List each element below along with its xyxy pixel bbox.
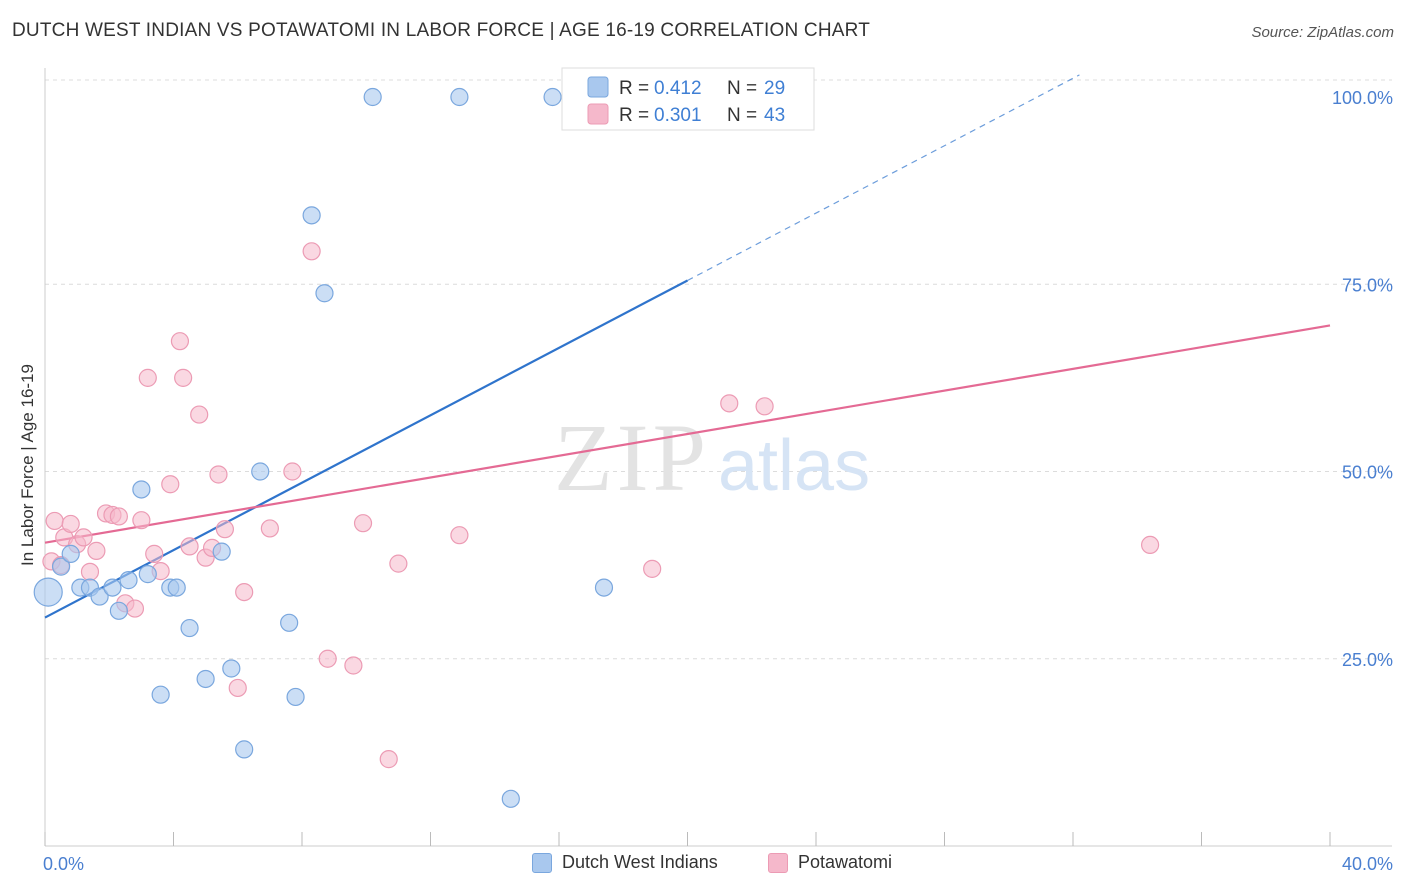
chart-title: DUTCH WEST INDIAN VS POTAWATOMI IN LABOR… (12, 20, 871, 41)
data-point-dutch-west-indians (251, 462, 270, 481)
data-point-potawatomi (720, 394, 739, 413)
axes: 25.0% 50.0% 75.0% 100.0% 0.0% 40.0% (43, 68, 1393, 874)
data-point-potawatomi (125, 599, 145, 618)
legend-r-value-1: 0.412 (654, 78, 702, 99)
data-point-dutch-west-indians (109, 601, 128, 620)
data-point-dutch-west-indians (235, 740, 254, 759)
legend-r-value-2: 0.301 (654, 105, 702, 126)
data-point-potawatomi (318, 649, 337, 668)
data-point-potawatomi (235, 582, 254, 602)
data-point-potawatomi (228, 678, 247, 698)
data-point-dutch-west-indians (33, 577, 63, 607)
data-point-potawatomi (161, 475, 180, 494)
data-point-potawatomi (755, 397, 774, 416)
legend-item-potawatomi: Potawatomi (768, 852, 892, 873)
y-tick-label: 25.0% (1342, 650, 1393, 670)
data-point-potawatomi (74, 528, 93, 547)
data-points (33, 87, 1160, 808)
data-point-potawatomi (180, 537, 199, 556)
watermark-atlas: atlas (718, 426, 870, 506)
trend-lines (44, 74, 1331, 619)
data-point-potawatomi (109, 507, 128, 526)
data-point-dutch-west-indians (132, 480, 151, 499)
data-point-dutch-west-indians (543, 87, 562, 107)
data-point-dutch-west-indians (103, 578, 122, 597)
data-point-potawatomi (379, 750, 398, 769)
y-tick-label: 75.0% (1342, 275, 1393, 295)
data-point-potawatomi (353, 514, 373, 533)
legend-swatch-dutch-west-indians (532, 852, 552, 873)
legend-swatch-potawatomi (768, 852, 788, 873)
data-point-potawatomi (80, 562, 100, 581)
source-label: Source: ZipAtlas.com (1251, 24, 1394, 41)
data-point-dutch-west-indians (180, 618, 199, 638)
data-point-potawatomi (87, 541, 106, 560)
data-point-dutch-west-indians (51, 557, 71, 576)
y-tick-label: 50.0% (1342, 463, 1393, 483)
gridlines (45, 79, 1392, 660)
legend-n-label-1: N = (727, 78, 757, 99)
legend-r-label-1: R = (619, 78, 649, 99)
x-tick-label: 40.0% (1342, 854, 1393, 874)
legend-swatch-pink (587, 103, 609, 125)
data-point-dutch-west-indians (151, 685, 170, 704)
data-point-potawatomi (450, 526, 469, 545)
watermark-zip: ZIP (554, 404, 710, 511)
data-point-potawatomi (1140, 535, 1160, 555)
legend-label-dutch-west-indians: Dutch West Indians (562, 852, 718, 872)
series-legend: Dutch West Indians Potawatomi (0, 848, 1406, 880)
data-point-dutch-west-indians (280, 613, 299, 632)
data-point-dutch-west-indians (363, 87, 382, 107)
data-point-dutch-west-indians (286, 687, 305, 707)
legend-item-dutch-west-indians: Dutch West Indians (532, 852, 718, 873)
legend-n-value-1: 29 (764, 78, 785, 99)
correlation-legend: R = 0.412 N = 29 R = 0.301 N = 43 (561, 67, 815, 131)
legend-n-value-2: 43 (764, 105, 785, 126)
data-point-dutch-west-indians (196, 669, 215, 689)
data-point-potawatomi (643, 559, 662, 578)
watermark: ZIP atlas (554, 404, 870, 511)
data-point-dutch-west-indians (61, 544, 80, 563)
trend-line-dutch-west-indians-extension (687, 74, 1080, 282)
data-point-dutch-west-indians (302, 206, 321, 225)
y-tick-label: 100.0% (1332, 88, 1393, 108)
data-point-potawatomi (283, 462, 302, 481)
legend-swatch-blue (587, 76, 609, 98)
trend-line-potawatomi (44, 324, 1331, 544)
data-point-potawatomi (45, 511, 64, 531)
legend-r-label-2: R = (619, 105, 649, 126)
data-point-potawatomi (344, 656, 363, 675)
data-point-dutch-west-indians (222, 659, 241, 678)
data-point-dutch-west-indians (501, 789, 520, 808)
data-point-dutch-west-indians (212, 542, 231, 561)
data-point-potawatomi (61, 514, 80, 534)
data-point-dutch-west-indians (119, 571, 138, 590)
data-point-potawatomi (145, 544, 164, 563)
data-point-dutch-west-indians (90, 587, 109, 606)
data-point-dutch-west-indians (167, 578, 186, 597)
data-point-potawatomi (138, 368, 157, 387)
legend-n-label-2: N = (727, 105, 757, 126)
data-point-potawatomi (170, 332, 190, 351)
data-point-potawatomi (302, 242, 321, 261)
data-point-potawatomi (260, 519, 279, 538)
data-point-potawatomi (215, 520, 234, 539)
data-point-potawatomi (132, 511, 151, 530)
data-point-potawatomi (174, 368, 193, 387)
data-point-dutch-west-indians (315, 284, 334, 303)
legend-label-potawatomi: Potawatomi (798, 852, 893, 872)
data-point-potawatomi (209, 465, 228, 484)
data-point-dutch-west-indians (450, 87, 469, 107)
data-point-dutch-west-indians (594, 578, 614, 597)
data-point-potawatomi (190, 405, 209, 424)
data-point-dutch-west-indians (138, 565, 157, 584)
data-point-potawatomi (389, 554, 408, 573)
x-tick-label: 0.0% (43, 854, 84, 874)
